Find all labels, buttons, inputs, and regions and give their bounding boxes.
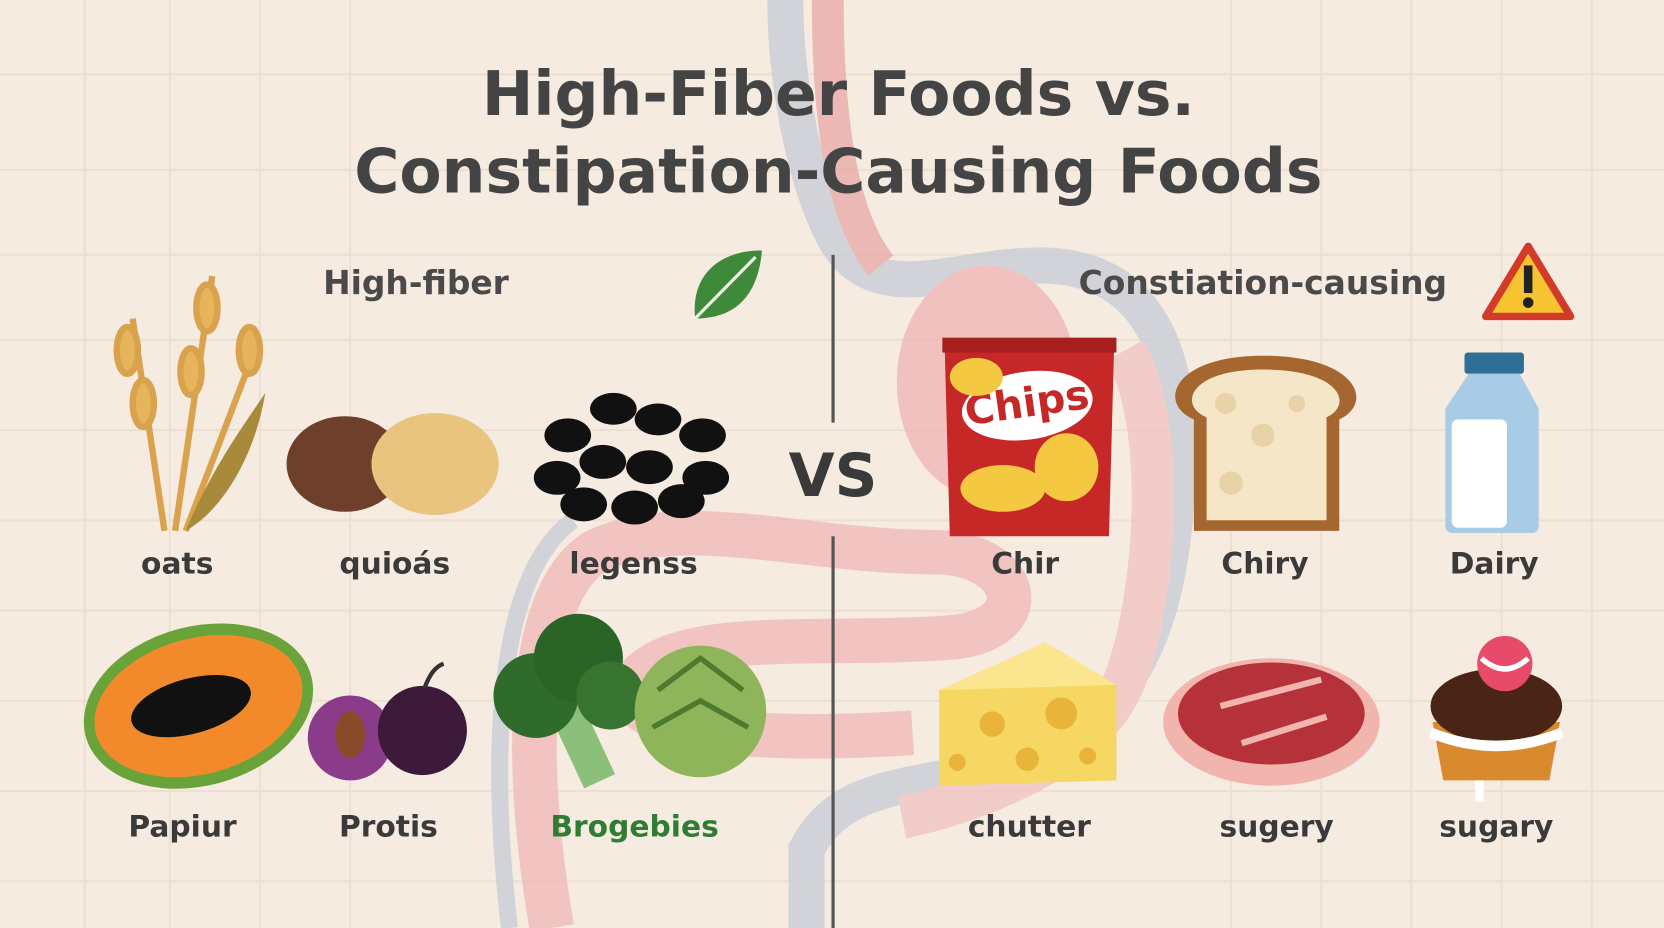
- food-label: quioás: [339, 546, 450, 581]
- food-label: Brogebies: [550, 810, 718, 845]
- food-label: legenss: [569, 546, 697, 581]
- plums-icon: [307, 661, 467, 781]
- food-label: sugery: [1220, 810, 1334, 845]
- warning-icon: [1482, 242, 1575, 321]
- vs-label: VS: [789, 442, 878, 511]
- cheese-icon: [939, 642, 1117, 786]
- section-heading: Constiation-causing: [1079, 263, 1447, 302]
- quinoa-icon: [286, 413, 499, 515]
- cupcake-icon: [1428, 636, 1565, 802]
- food-label: Papiur: [128, 810, 237, 845]
- title-line: Constipation-Causing Foods: [354, 135, 1322, 207]
- bread-icon: [1175, 355, 1357, 531]
- oats-icon: [113, 275, 266, 533]
- food-label: Dairy: [1450, 546, 1539, 581]
- section-heading: High-fiber: [323, 263, 510, 302]
- broccoli-artichoke-icon: [493, 613, 767, 789]
- food-label: Protis: [339, 810, 438, 845]
- food-label: sugary: [1439, 810, 1553, 845]
- papaya-icon: [83, 623, 314, 789]
- food-label: chutter: [968, 810, 1091, 845]
- title-line: High-Fiber Foods vs.: [482, 58, 1195, 130]
- milk-icon: [1445, 352, 1539, 534]
- food-label: oats: [141, 546, 213, 581]
- food-label: Chiry: [1221, 546, 1308, 581]
- beans-icon: [533, 392, 730, 525]
- leaf-icon: [693, 250, 762, 320]
- food-labels: oats quioás legenss Papiur Protis Brogeb…: [128, 546, 1553, 844]
- chips-icon: Chips: [942, 337, 1117, 537]
- food-label: Chir: [991, 546, 1059, 581]
- steak-icon: [1163, 658, 1380, 786]
